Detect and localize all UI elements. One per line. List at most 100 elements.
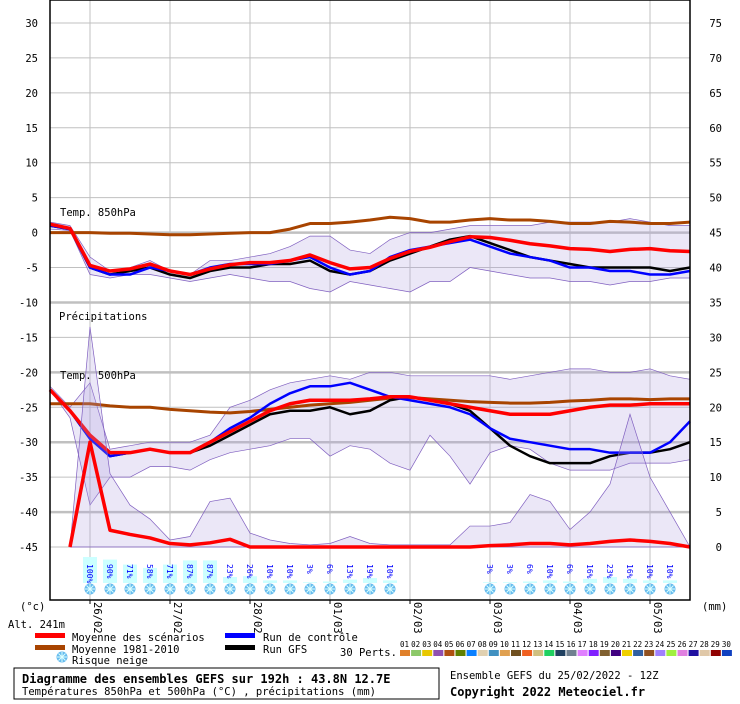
snow-risk-bar — [363, 578, 377, 583]
x-tick-label: 28/02 — [251, 602, 263, 634]
perturbation-swatch — [622, 650, 632, 656]
t850-mean-line — [49, 222, 691, 277]
perturbation-swatch — [511, 650, 521, 656]
x-tick-label: 03/03 — [491, 602, 503, 634]
snowflake-arms — [85, 584, 95, 594]
y-unit-left: (°c) — [20, 601, 45, 613]
y-tick-right: 20 — [709, 402, 722, 414]
y-tick-right: 40 — [709, 263, 722, 275]
perturbation-swatch — [688, 650, 699, 656]
legend-swatch-gfs — [225, 645, 255, 650]
perturbation-swatch — [566, 650, 577, 656]
snowflake-arms — [285, 584, 295, 594]
run-label: Ensemble GEFS du 25/02/2022 - 12Z — [450, 670, 659, 682]
series — [48, 215, 691, 549]
snow-risk-bar — [563, 581, 577, 583]
label-t500: Temp. 500hPa — [60, 370, 136, 382]
snowflake-icon — [584, 583, 596, 595]
snow-risk-bar — [123, 564, 137, 583]
perturbation-swatch — [488, 650, 499, 656]
snow-risk-bar — [583, 578, 597, 583]
snowflake-arms — [205, 584, 215, 594]
y-tick-left: 20 — [25, 88, 38, 100]
x-tick-label: 02/03 — [411, 602, 423, 634]
snowflake-icon — [244, 583, 256, 595]
plot-frame — [49, 0, 691, 601]
perturbation-id: 22 — [633, 640, 642, 649]
perturbation-id: 20 — [611, 640, 621, 649]
perturbation-id: 16 — [567, 640, 577, 649]
y-tick-right: 15 — [709, 437, 722, 449]
snow-risk-bar — [303, 582, 317, 583]
snow-risk-label: 58% — [145, 564, 154, 579]
perturbation-id: 12 — [522, 640, 531, 649]
snow-risk-bar — [383, 580, 397, 583]
y-tick-left: -15 — [19, 332, 38, 344]
snowflake-arms — [605, 584, 615, 594]
y-tick-right: 45 — [709, 228, 722, 240]
snowflake-icon — [384, 583, 396, 595]
snow-risk: 100% 90% 71% 58% 71% 87% 87% 23% 26% 10% 10% 3% 6% 13… — [83, 557, 677, 595]
perturbation-id: 05 — [444, 640, 453, 649]
y-tick-right: 25 — [709, 367, 722, 379]
perturbation-id: 07 — [467, 640, 476, 649]
snowflake-arms — [345, 584, 355, 594]
perturbation-id: 29 — [711, 640, 720, 649]
perturbation-id: 11 — [511, 640, 520, 649]
snowflake-icon — [484, 583, 496, 595]
perturbation-legend: 01 02 03 04 05 06 07 08 09 10 11 12 13 14 15 16 17 18 19 20… — [400, 640, 732, 656]
snowflake-arms — [225, 584, 235, 594]
snowflake-icon — [204, 583, 216, 595]
snow-risk-bar — [523, 581, 537, 583]
snow-risk-label: 3% — [305, 564, 314, 574]
y-tick-left: -20 — [19, 367, 38, 379]
t500-mean-line — [48, 388, 690, 455]
snow-risk-label: 13% — [345, 564, 354, 579]
snowflake-arms — [645, 584, 655, 594]
perturbation-swatch — [466, 650, 477, 656]
snowflake-arms — [125, 584, 135, 594]
snowflake-arms — [145, 584, 155, 594]
perturbation-id: 15 — [555, 640, 564, 649]
y-tick-left: -30 — [19, 437, 38, 449]
snowflake-icon — [284, 583, 296, 595]
snow-risk-label: 23% — [225, 564, 234, 579]
t850-control-line — [49, 224, 691, 276]
x-tick-label: 01/03 — [331, 602, 343, 634]
snowflake-icon — [564, 583, 576, 595]
snowflake-icon — [364, 583, 376, 595]
perturbation-swatch — [588, 650, 599, 656]
snow-risk-bar — [243, 576, 257, 583]
snowflake-icon — [524, 583, 536, 595]
y-tick-right: 60 — [709, 123, 722, 135]
perturbation-swatch — [655, 650, 666, 656]
snowflake-icon — [104, 583, 116, 595]
perturbation-id: 02 — [411, 640, 420, 649]
y-tick-left: 15 — [25, 123, 38, 135]
perturbation-id: 18 — [589, 640, 599, 649]
snowflake-icon — [624, 583, 636, 595]
legend-swatch-climatology — [35, 645, 65, 650]
y-tick-left: -35 — [19, 472, 38, 484]
y-tick-left: 5 — [32, 193, 38, 205]
snow-risk-bar — [223, 577, 237, 583]
snow-risk-label: 87% — [205, 564, 214, 579]
t850-perturbation-spread — [49, 218, 691, 293]
y-tick-right: 65 — [709, 88, 722, 100]
snow-risk-bar — [503, 582, 517, 583]
snowflake-arms — [305, 584, 315, 594]
snow-risk-bar — [263, 580, 277, 583]
perturbation-id: 24 — [655, 640, 665, 649]
perturbation-swatch — [522, 650, 533, 656]
snow-risk-bar — [323, 581, 337, 583]
snow-risk-bar — [283, 580, 297, 583]
perturbation-id: 17 — [578, 640, 587, 649]
snow-risk-label: 10% — [385, 564, 394, 579]
snow-risk-bar — [483, 582, 497, 583]
y-tick-left: 30 — [25, 18, 38, 30]
snow-risk-bar — [543, 580, 557, 583]
snowflake-arms — [245, 584, 255, 594]
perturbation-id: 27 — [689, 640, 698, 649]
y-tick-right: 75 — [709, 18, 722, 30]
perturbation-swatch — [577, 650, 588, 656]
